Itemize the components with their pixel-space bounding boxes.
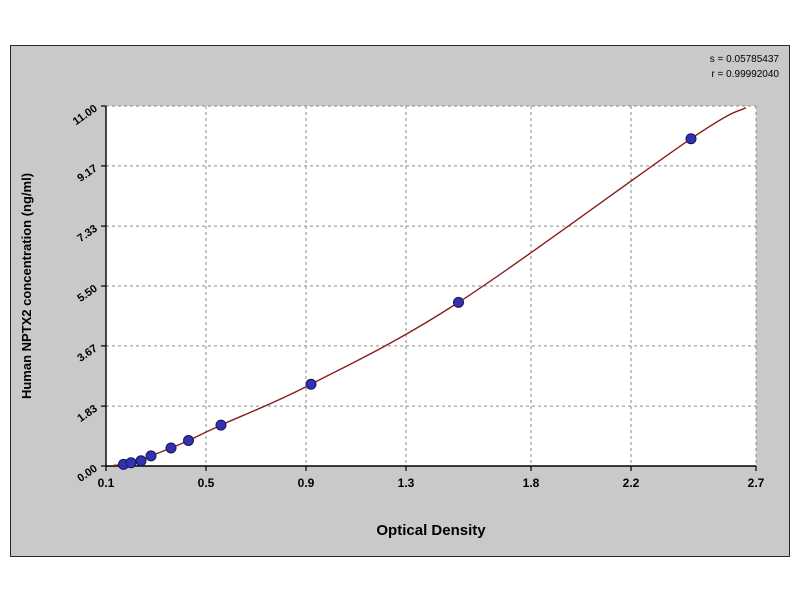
y-axis-title: Human NPTX2 concentration (ng/ml) [19,173,34,399]
x-tick-labels: 0.1 0.5 0.9 1.3 1.8 2.2 2.7 [98,476,765,490]
svg-text:0.00: 0.00 [75,463,99,485]
svg-text:2.7: 2.7 [748,476,765,490]
data-point [685,133,697,145]
data-point [125,457,137,469]
chart-panel: s = 0.05785437 r = 0.99992040 Optical De… [10,45,790,557]
stat-standard-error: s = 0.05785437 [709,54,779,65]
svg-text:11.00: 11.00 [71,103,100,128]
stat-correlation: r = 0.99992040 [711,69,779,80]
svg-text:1.3: 1.3 [398,476,415,490]
svg-text:7.33: 7.33 [75,223,99,245]
data-point [135,455,147,467]
data-point [453,296,464,308]
data-point [165,442,177,454]
grid-lines [106,105,757,466]
y-tick-labels: 0.00 1.83 3.67 5.50 7.33 9.17 11.00 [71,103,100,485]
svg-text:9.17: 9.17 [75,163,99,185]
data-point [145,450,157,462]
svg-text:0.5: 0.5 [198,476,215,490]
svg-text:3.67: 3.67 [75,343,99,365]
data-points [118,133,697,470]
fit-statistics: s = 0.05785437 r = 0.99992040 [710,52,779,82]
svg-text:0.1: 0.1 [98,476,115,490]
x-axis-title: Optical Density [376,522,486,539]
svg-text:5.50: 5.50 [75,283,99,305]
data-point [215,419,227,431]
svg-text:1.83: 1.83 [75,403,99,425]
standard-curve-plot: Optical Density Human NPTX2 concentratio… [19,103,765,539]
svg-text:2.2: 2.2 [623,476,640,490]
svg-text:1.8: 1.8 [523,476,540,490]
data-point [183,435,194,446]
svg-text:0.9: 0.9 [298,476,315,490]
data-point [305,378,317,390]
tick-marks [101,105,757,471]
